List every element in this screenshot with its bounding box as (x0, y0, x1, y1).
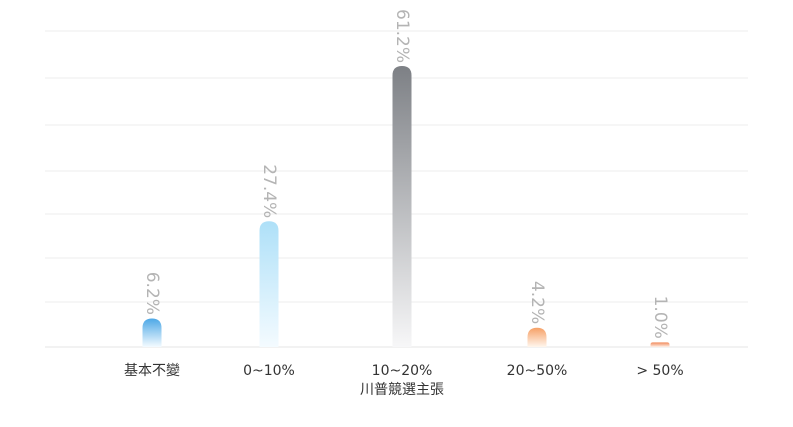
category-label: 20~50% (507, 363, 568, 379)
bar-value-label: 6.2% (142, 272, 162, 315)
category-label: 10~20% (372, 363, 433, 379)
category-labels: 基本不變 0~10% 10~20% 川普競選主張 20~50% > 50% (124, 362, 684, 398)
category-label: 0~10% (243, 363, 295, 379)
bar-0 (142, 318, 162, 347)
bar-value-label: 61.2% (392, 9, 412, 63)
bar-value-label: 27.4% (259, 164, 279, 218)
bar-1 (259, 221, 279, 347)
bar-3 (527, 327, 547, 347)
bar-2 (392, 66, 412, 347)
category-sublabel: 川普競選主張 (360, 382, 444, 398)
bar-4 (650, 342, 670, 347)
bars (142, 66, 670, 347)
bar-value-label: 4.2% (527, 281, 547, 324)
value-labels: 6.2% 27.4% 61.2% 4.2% 1.0% (142, 9, 670, 339)
bar-value-label: 1.0% (650, 296, 670, 339)
category-label: 基本不變 (124, 362, 180, 379)
category-label: > 50% (636, 363, 683, 379)
